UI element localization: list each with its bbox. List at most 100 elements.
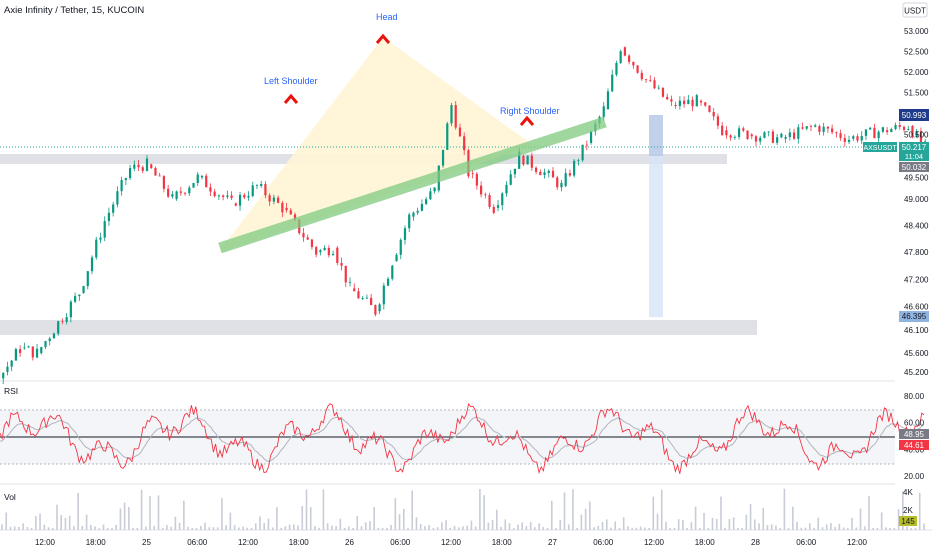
candle-body <box>501 193 503 205</box>
volume-bar <box>1 524 3 530</box>
volume-bar <box>758 523 760 530</box>
candle-body <box>159 176 161 177</box>
volume-bar <box>737 528 739 530</box>
candle-body <box>256 185 258 186</box>
candle-body <box>78 295 80 296</box>
volume-bar <box>471 521 473 530</box>
volume-bar <box>674 528 676 530</box>
volume-bar <box>521 522 523 530</box>
candle-body <box>6 367 8 372</box>
candle-body <box>332 254 334 255</box>
candle-body <box>2 373 4 379</box>
candle-body <box>302 233 304 237</box>
projection-top[interactable] <box>649 115 663 156</box>
volume-bar <box>69 516 71 530</box>
volume-bar <box>458 527 460 530</box>
rsi-ma-value: 48.95 <box>904 430 925 439</box>
volume-bar <box>318 528 320 530</box>
volume-bar <box>834 527 836 530</box>
candle-body <box>70 302 72 317</box>
volume-bar <box>352 528 354 530</box>
volume-bar <box>242 527 244 530</box>
volume-bar <box>340 519 342 530</box>
rsi-label[interactable]: RSI <box>4 386 18 396</box>
volume-bar <box>192 528 194 530</box>
candle-body <box>890 129 892 132</box>
volume-bar <box>872 528 874 530</box>
symbol-title[interactable]: Axie Infinity / Tether, 15, KUCOIN <box>4 5 144 16</box>
candle-body <box>336 248 338 263</box>
candle-body <box>755 136 757 141</box>
candle-body <box>818 126 820 132</box>
volume-bar <box>200 526 202 530</box>
candle-body <box>459 128 461 137</box>
candle-body <box>180 191 182 192</box>
volume-bar <box>293 524 295 530</box>
candle-body <box>184 193 186 194</box>
volume-bar <box>437 527 439 530</box>
candle-body <box>383 286 385 305</box>
time-tick: 18:00 <box>86 538 107 547</box>
volume-bar <box>221 498 223 530</box>
volume-label[interactable]: Vol <box>4 492 16 502</box>
price-tick: 48.400 <box>904 221 929 230</box>
volume-bar <box>310 507 312 530</box>
volume-value: 145 <box>901 517 915 526</box>
candle-body <box>49 338 51 341</box>
candle-body <box>620 51 622 63</box>
candle-body <box>810 126 812 127</box>
candle-body <box>91 257 93 271</box>
volume-bar <box>77 493 79 530</box>
left-shoulder-label[interactable]: Left Shoulder <box>264 76 318 86</box>
candle-body <box>315 247 317 255</box>
candle-body <box>565 173 567 186</box>
volume-bar <box>217 527 219 530</box>
candle-body <box>615 63 617 75</box>
candle-body <box>691 100 693 106</box>
candle-body <box>421 204 423 211</box>
candle-body <box>137 165 139 168</box>
volume-bar <box>10 527 12 530</box>
candle-body <box>290 210 292 214</box>
volume-bar <box>399 514 401 530</box>
volume-bar <box>263 523 265 530</box>
support-zone[interactable] <box>0 320 757 335</box>
candle-body <box>649 80 651 81</box>
candle-body <box>27 346 29 347</box>
volume-bar <box>475 527 477 530</box>
time-tick: 28 <box>751 538 760 547</box>
candle-body <box>759 138 761 142</box>
volume-bar <box>111 528 113 530</box>
candle-body <box>391 266 393 279</box>
volume-bar <box>187 527 189 530</box>
candle-body <box>23 348 25 349</box>
head-label[interactable]: Head <box>376 12 398 22</box>
volume-bar <box>551 501 553 530</box>
time-tick: 06:00 <box>796 538 817 547</box>
volume-bar <box>822 527 824 530</box>
candle-body <box>535 168 537 172</box>
volume-bar <box>124 503 126 530</box>
candle-body <box>607 91 609 109</box>
candle-body <box>586 145 588 146</box>
volume-bar <box>568 524 570 530</box>
volume-bar <box>576 528 578 530</box>
candle-body <box>230 195 232 198</box>
volume-bar <box>860 509 862 530</box>
volume-bar <box>648 528 650 530</box>
projection-box[interactable] <box>649 156 663 317</box>
candle-body <box>125 178 127 180</box>
volume-bar <box>234 525 236 530</box>
volume-bar <box>496 510 498 530</box>
volume-bar <box>733 517 735 530</box>
volume-bar <box>509 523 511 530</box>
candle-body <box>708 106 710 112</box>
level-value: 50.032 <box>902 163 927 172</box>
volume-bar <box>162 528 164 530</box>
volume-bar <box>98 528 100 530</box>
candle-body <box>717 116 719 125</box>
volume-bar <box>657 514 659 530</box>
volume-bar <box>382 528 384 530</box>
right-shoulder-label[interactable]: Right Shoulder <box>500 106 560 116</box>
